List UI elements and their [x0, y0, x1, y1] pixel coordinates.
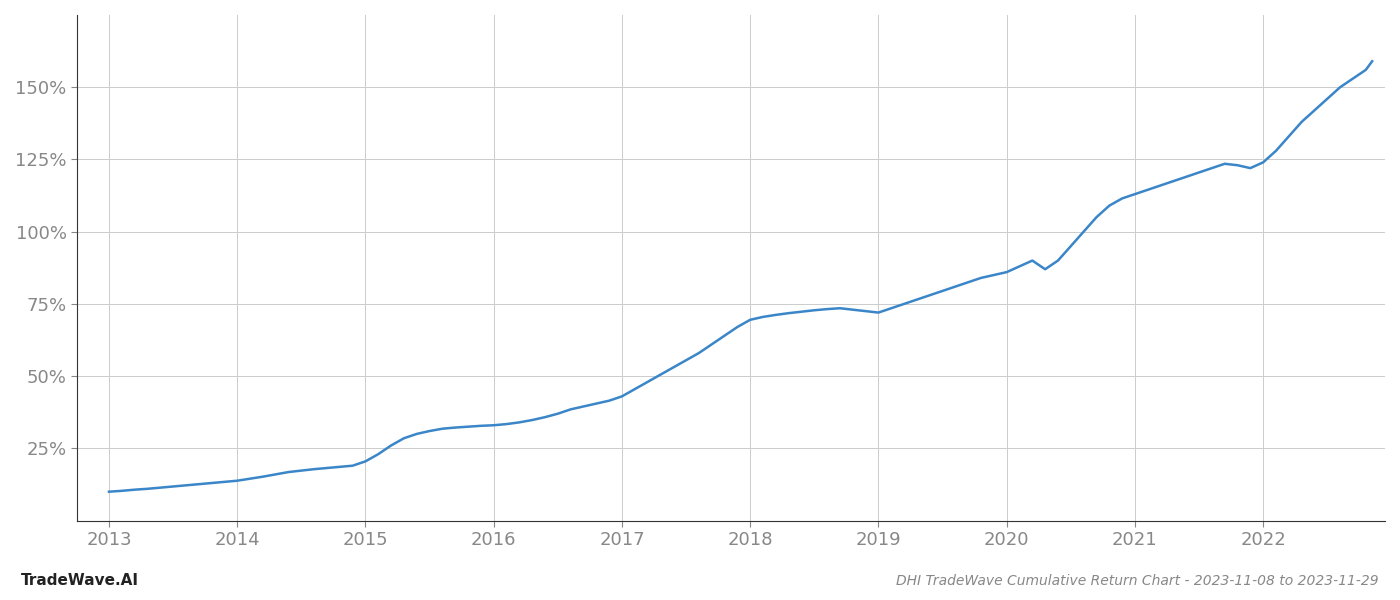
Text: DHI TradeWave Cumulative Return Chart - 2023-11-08 to 2023-11-29: DHI TradeWave Cumulative Return Chart - … [896, 574, 1379, 588]
Text: TradeWave.AI: TradeWave.AI [21, 573, 139, 588]
